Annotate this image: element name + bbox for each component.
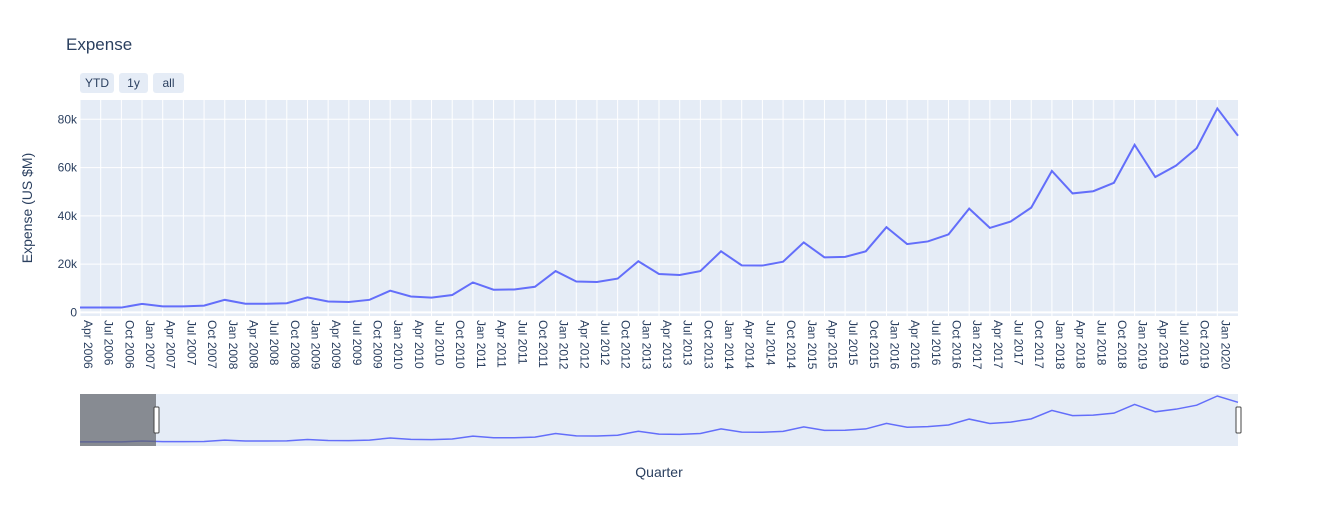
x-tick-label: Jan 2009 (308, 320, 322, 370)
x-tick-label: Jul 2016 (929, 320, 943, 366)
range-button-ytd-label: YTD (85, 76, 109, 90)
x-tick-label: Jan 2015 (805, 320, 819, 370)
range-slider-handle-left[interactable] (153, 406, 160, 434)
range-slider-line (80, 395, 1239, 443)
x-tick-label: Apr 2007 (164, 320, 178, 369)
x-tick-label: Jul 2006 (102, 320, 116, 366)
x-tick-label: Oct 2009 (371, 320, 385, 369)
range-button-1y-label: 1y (127, 76, 140, 90)
x-tick-label: Oct 2012 (619, 320, 633, 369)
y-tick-label: 0 (70, 305, 77, 319)
x-tick-label: Jan 2007 (143, 320, 157, 370)
range-button-all-label: all (162, 76, 174, 90)
x-tick-label: Apr 2010 (412, 320, 426, 369)
x-tick-label: Jul 2009 (350, 320, 364, 366)
x-tick-label: Apr 2016 (908, 320, 922, 369)
x-tick-label: Oct 2010 (453, 320, 467, 369)
x-tick-label: Jan 2019 (1136, 320, 1150, 370)
x-tick-label: Apr 2009 (329, 320, 343, 369)
x-tick-label: Jan 2011 (474, 320, 488, 369)
x-tick-label: Apr 2018 (1074, 320, 1088, 369)
y-tick-label: 20k (58, 257, 78, 271)
x-tick-label: Oct 2014 (784, 320, 798, 369)
x-tick-label: Jul 2011 (515, 320, 529, 365)
x-tick-label: Apr 2012 (577, 320, 591, 369)
range-slider-handle-right[interactable] (1235, 406, 1242, 434)
x-tick-label: Oct 2006 (122, 320, 136, 369)
x-tick-label: Jan 2017 (970, 320, 984, 370)
x-tick-label: Jan 2013 (639, 320, 653, 370)
x-tick-label: Oct 2008 (288, 320, 302, 369)
range-slider-mask (80, 394, 156, 446)
range-slider[interactable] (80, 394, 1242, 446)
x-tick-label: Oct 2011 (536, 320, 550, 368)
x-axis-title: Quarter (635, 464, 683, 480)
x-tick-label: Apr 2013 (660, 320, 674, 369)
x-tick-label: Jan 2010 (391, 320, 405, 370)
x-tick-label: Jan 2014 (722, 320, 736, 370)
x-tick-label: Apr 2011 (495, 320, 509, 368)
y-axis: 0 20k 40k 60k 80k (58, 112, 78, 319)
x-tick-label: Jul 2015 (846, 320, 860, 366)
range-selector: YTD 1y all (80, 73, 184, 93)
x-tick-label: Apr 2017 (991, 320, 1005, 369)
x-tick-label: Oct 2013 (701, 320, 715, 369)
grid (79, 100, 1238, 316)
x-tick-label: Apr 2008 (246, 320, 260, 369)
x-tick-label: Apr 2015 (825, 320, 839, 369)
x-tick-label: Apr 2019 (1156, 320, 1170, 369)
y-tick-label: 40k (58, 209, 78, 223)
range-button-ytd[interactable]: YTD (80, 73, 114, 93)
y-tick-label: 60k (58, 161, 78, 175)
x-axis: Apr 2006 Jul 2006 Oct 2006 Jan 2007 Apr 2007… (81, 320, 1232, 370)
x-tick-label: Oct 2019 (1198, 320, 1212, 369)
x-tick-label: Jul 2017 (1012, 320, 1026, 366)
x-tick-label: Jan 2018 (1053, 320, 1067, 370)
x-tick-label: Jul 2013 (681, 320, 695, 366)
x-tick-label: Jan 2016 (887, 320, 901, 370)
x-tick-label: Jan 2008 (226, 320, 240, 370)
x-tick-label: Jul 2010 (433, 320, 447, 366)
x-tick-label: Jul 2018 (1094, 320, 1108, 366)
x-tick-label: Oct 2017 (1032, 320, 1046, 369)
x-tick-label: Jul 2019 (1177, 320, 1191, 366)
chart-title: Expense (66, 35, 132, 54)
x-tick-label: Jul 2014 (763, 320, 777, 366)
x-tick-label: Oct 2018 (1115, 320, 1129, 369)
x-tick-label: Jan 2020 (1218, 320, 1232, 370)
x-tick-label: Jul 2012 (598, 320, 612, 366)
series-line (80, 106, 1239, 309)
x-tick-label: Jul 2007 (184, 320, 198, 366)
x-tick-label: Apr 2006 (81, 320, 95, 369)
range-button-1y[interactable]: 1y (119, 73, 148, 93)
x-tick-label: Oct 2015 (867, 320, 881, 369)
y-tick-label: 80k (58, 112, 78, 126)
x-tick-label: Jul 2008 (267, 320, 281, 366)
x-tick-label: Apr 2014 (743, 320, 757, 369)
x-tick-label: Oct 2016 (950, 320, 964, 369)
y-axis-title: Expense (US $M) (19, 153, 35, 263)
range-button-all[interactable]: all (153, 73, 184, 93)
x-tick-label: Oct 2007 (205, 320, 219, 369)
x-tick-label: Jan 2012 (557, 320, 571, 370)
range-slider-background (80, 394, 1238, 446)
